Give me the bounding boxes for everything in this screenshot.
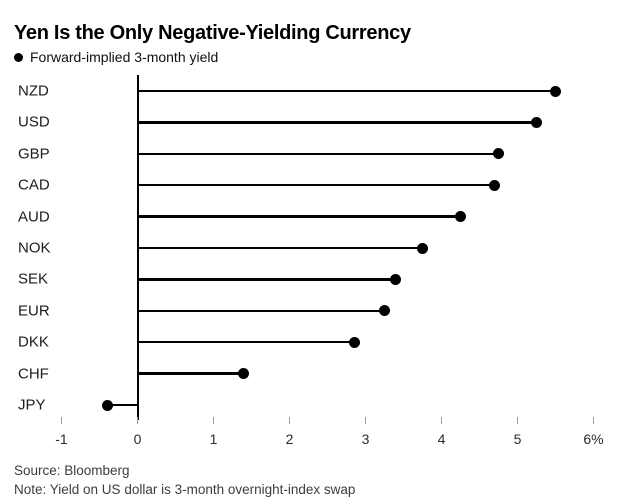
x-axis-tick	[60, 417, 63, 424]
source-line: Source: Bloomberg	[14, 463, 130, 478]
category-label: DKK	[18, 333, 49, 351]
data-point-dot	[417, 242, 428, 254]
x-axis-tick-label: 0	[133, 431, 142, 447]
bar-line	[137, 121, 537, 124]
bar-line	[137, 246, 423, 250]
data-point-dot	[238, 368, 250, 380]
x-axis-tick-label: 6%	[583, 431, 604, 447]
category-label: JPY	[18, 396, 46, 414]
chart-title: Yen Is the Only Negative-Yielding Curren…	[14, 22, 411, 44]
data-point-dot	[455, 211, 466, 223]
bar-line	[137, 183, 495, 187]
bar-line	[137, 340, 355, 344]
bar-line	[137, 309, 385, 313]
category-label: CHF	[18, 365, 49, 383]
category-label: SEK	[18, 270, 49, 288]
category-label: NOK	[18, 239, 51, 257]
data-point-dot	[390, 273, 402, 285]
bar-line	[107, 403, 138, 407]
bar-line	[137, 372, 244, 375]
bar-line	[137, 152, 499, 156]
x-axis-tick	[592, 417, 595, 424]
data-point-dot	[101, 399, 113, 411]
category-label: USD	[18, 113, 50, 131]
x-axis-tick-label: -1	[55, 431, 68, 447]
bar-line	[137, 89, 556, 93]
category-label: NZD	[18, 82, 49, 100]
x-axis-tick-label: 1	[209, 431, 218, 447]
legend-marker-icon	[14, 52, 23, 62]
category-label: AUD	[18, 208, 50, 226]
data-point-dot	[550, 85, 561, 97]
bar-line	[137, 278, 396, 281]
legend: Forward-implied 3-month yield	[14, 50, 218, 64]
category-label: CAD	[18, 176, 50, 194]
category-label: GBP	[18, 145, 50, 163]
footer-notes: Source: Bloomberg Note: Yield on US doll…	[14, 461, 355, 499]
x-axis-tick	[516, 417, 519, 424]
legend-label: Forward-implied 3-month yield	[30, 49, 219, 65]
x-axis-tick	[136, 417, 139, 424]
data-point-dot	[531, 116, 542, 128]
data-point-dot	[348, 336, 360, 348]
x-axis-tick-label: 3	[361, 431, 370, 447]
x-axis-tick	[212, 417, 215, 424]
x-axis-tick	[440, 417, 443, 424]
data-point-dot	[493, 148, 504, 160]
data-point-dot	[489, 179, 501, 191]
x-axis-tick-label: 4	[437, 431, 446, 447]
x-axis-tick	[288, 417, 291, 424]
note-line: Note: Yield on US dollar is 3-month over…	[14, 482, 356, 497]
bar-line	[137, 215, 461, 218]
data-point-dot	[379, 305, 390, 317]
x-axis-tick-label: 2	[285, 431, 294, 447]
x-axis-tick-label: 5	[513, 431, 522, 447]
category-label: EUR	[18, 302, 50, 320]
x-axis-tick	[364, 417, 367, 424]
